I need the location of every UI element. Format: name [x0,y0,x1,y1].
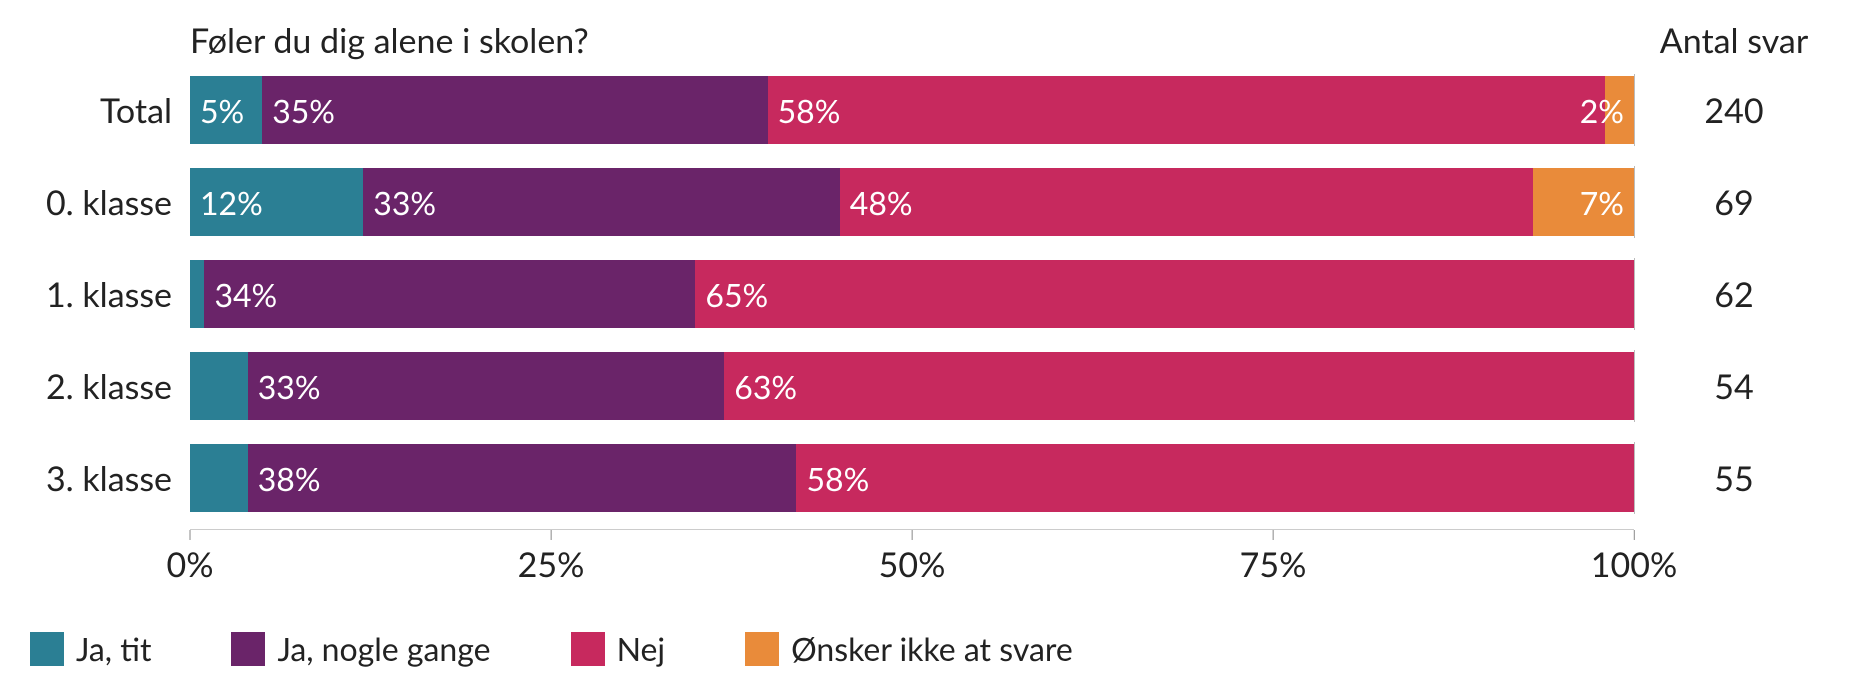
bar-segment-ja_tit [190,444,248,512]
stacked-bar: 38% 58% [190,444,1634,512]
segment-value-label: 5% [200,91,244,130]
response-count: 240 [1634,90,1834,131]
legend-swatch [571,632,605,666]
bar-segment-nej: 65% [695,260,1634,328]
stacked-bar: 5% 35% 58% 2% [190,76,1634,144]
bar-segment-nej: 58% [796,444,1634,512]
category-label: 1. klasse [20,274,190,315]
legend-label: Ønsker ikke at svare [791,629,1073,668]
axis-tick: 25% [518,530,585,585]
legend: Ja, tit Ja, nogle gange Nej Ønsker ikke at … [20,629,1834,668]
legend-item-nej: Nej [571,629,666,668]
legend-label: Nej [617,629,666,668]
segment-value-label: 2% [1580,91,1624,130]
table-row: Total5%35%58%2%240 [20,69,1834,151]
bar-area: 34% 65% [190,260,1634,328]
bar-segment-onsker_ikke: 7% [1533,168,1634,236]
bar-segment-nej: 63% [724,352,1634,420]
bar-area: 33% 63% [190,352,1634,420]
table-row: 1. klasse 34% 65% 62 [20,253,1834,335]
segment-value-label: 48% [850,183,913,222]
axis-tick-label: 50% [879,544,946,585]
count-header: Antal svar [1634,20,1834,61]
axis-tick: 50% [879,530,946,585]
segment-value-label: 58% [778,91,841,130]
chart-header: Føler du dig alene i skolen? Antal svar [20,20,1834,61]
bar-segment-ja_nogle: 38% [248,444,797,512]
segment-value-label: 38% [258,459,321,498]
segment-value-label: 65% [705,275,768,314]
axis-tick-label: 0% [167,544,214,585]
bar-segment-onsker_ikke: 2% [1605,76,1634,144]
bar-segment-ja_tit: 5% [190,76,262,144]
bar-area: 5% 35% 58% 2% [190,76,1634,144]
segment-value-label: 34% [214,275,277,314]
bar-area: 12% 33% 48% 7% [190,168,1634,236]
legend-label: Ja, tit [76,629,151,668]
table-row: 0. klasse 12% 33% 48% 7% 69 [20,161,1834,243]
bar-segment-ja_nogle: 33% [248,352,725,420]
stacked-bar: 12% 33% 48% 7% [190,168,1634,236]
bar-segment-ja_tit [190,352,248,420]
legend-item-ja_nogle: Ja, nogle gange [231,629,490,668]
segment-value-label: 33% [373,183,436,222]
stacked-bar-chart: Føler du dig alene i skolen? Antal svar … [20,20,1834,668]
segment-value-label: 12% [200,183,263,222]
x-axis: 0% 25% 50% 75% 100% [20,529,1834,589]
bar-segment-ja_nogle: 34% [204,260,695,328]
segment-value-label: 33% [258,367,321,406]
axis-tick-label: 25% [518,544,585,585]
category-label: 0. klasse [20,182,190,223]
segment-value-label: 7% [1580,183,1624,222]
segment-value-label: 58% [806,459,869,498]
axis-tick-label: 75% [1240,544,1307,585]
stacked-bar: 34% 65% [190,260,1634,328]
legend-label: Ja, nogle gange [277,629,490,668]
table-row: 3. klasse 38% 58% 55 [20,437,1834,519]
response-count: 55 [1634,458,1834,499]
bar-area: 38% 58% [190,444,1634,512]
bar-segment-ja_tit: 12% [190,168,363,236]
bar-segment-ja_nogle: 35% [262,76,767,144]
bar-segment-nej: 58% [768,76,1606,144]
axis-tick: 0% [167,530,214,585]
table-row: 2. klasse 33% 63% 54 [20,345,1834,427]
response-count: 54 [1634,366,1834,407]
bar-segment-ja_nogle: 33% [363,168,840,236]
bar-segment-nej: 48% [840,168,1533,236]
chart-title: Føler du dig alene i skolen? [190,20,1634,61]
category-label: Total [20,90,190,131]
chart-rows: Total5%35%58%2%2400. klasse12%33%48%7%69… [20,69,1834,519]
category-label: 3. klasse [20,458,190,499]
bar-segment-ja_tit [190,260,204,328]
legend-swatch [30,632,64,666]
legend-item-onsker_ikke: Ønsker ikke at svare [745,629,1073,668]
category-label: 2. klasse [20,366,190,407]
legend-item-ja_tit: Ja, tit [30,629,151,668]
axis-tick: 100% [1591,530,1677,585]
response-count: 62 [1634,274,1834,315]
axis-tick: 75% [1240,530,1307,585]
segment-value-label: 35% [272,91,335,130]
response-count: 69 [1634,182,1834,223]
legend-swatch [231,632,265,666]
segment-value-label: 63% [734,367,797,406]
stacked-bar: 33% 63% [190,352,1634,420]
legend-swatch [745,632,779,666]
axis-tick-label: 100% [1591,544,1677,585]
